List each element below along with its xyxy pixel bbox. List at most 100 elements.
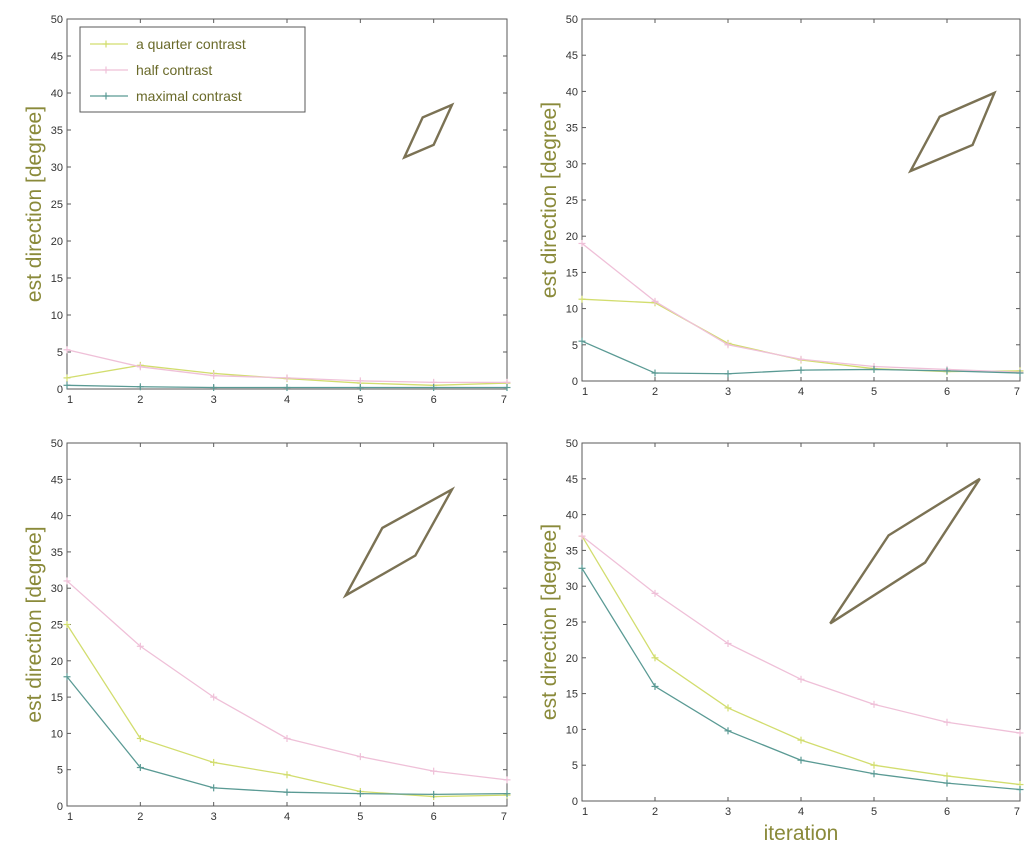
y-tick-label: 15: [566, 689, 578, 701]
x-tick-label: 7: [1014, 386, 1020, 398]
x-tick-label: 2: [652, 806, 658, 818]
data-point-maximal: [210, 784, 218, 792]
data-point-maximal: [430, 790, 438, 798]
x-tick-label: 5: [357, 811, 363, 823]
data-point-half: [356, 377, 364, 385]
data-point-maximal: [503, 790, 511, 798]
data-point-maximal: [943, 367, 951, 375]
y-tick-label: 45: [566, 50, 578, 62]
y-tick-label: 35: [566, 123, 578, 135]
data-point-maximal: [283, 788, 291, 796]
data-point-half: [210, 693, 218, 701]
x-tick-label: 4: [798, 386, 804, 398]
x-tick-label: 6: [944, 386, 950, 398]
data-point-half: [724, 341, 732, 349]
y-tick-label: 5: [57, 765, 63, 777]
data-point-maximal: [63, 673, 71, 681]
y-tick-label: 20: [566, 231, 578, 243]
y-tick-label: 25: [566, 195, 578, 207]
data-point-maximal: [210, 384, 218, 392]
x-tick-label: 3: [211, 811, 217, 823]
rhombus-stimulus-shape: [829, 477, 981, 625]
data-point-maximal: [1016, 786, 1024, 794]
data-point-maximal: [797, 756, 805, 764]
data-point-half: [356, 753, 364, 761]
x-tick-label: 1: [582, 386, 588, 398]
x-tick-label: 2: [137, 811, 143, 823]
data-point-quarter: [578, 295, 586, 303]
x-tick-label: 6: [431, 394, 437, 406]
data-point-half: [136, 642, 144, 650]
y-tick-label: 50: [51, 438, 63, 450]
data-point-maximal: [356, 790, 364, 798]
plot-area: [581, 18, 1021, 382]
data-point-maximal: [356, 384, 364, 392]
y-tick-label: 25: [566, 617, 578, 629]
y-tick-label: 30: [566, 581, 578, 593]
y-tick-label: 5: [57, 347, 63, 359]
data-point-quarter: [136, 734, 144, 742]
x-tick-label: 7: [1014, 806, 1020, 818]
y-tick-label: 45: [566, 474, 578, 486]
y-tick-label: 20: [51, 656, 63, 668]
data-point-half: [943, 718, 951, 726]
data-point-half: [503, 776, 511, 784]
data-point-maximal: [724, 370, 732, 378]
x-tick-label: 6: [431, 811, 437, 823]
y-tick-label: 0: [57, 801, 63, 813]
x-tick-label: 4: [284, 811, 290, 823]
y-tick-label: 25: [51, 620, 63, 632]
y-tick-label: 30: [51, 583, 63, 595]
y-tick-label: 0: [572, 796, 578, 808]
data-point-half: [210, 372, 218, 380]
x-tick-label: 2: [652, 386, 658, 398]
y-tick-label: 45: [51, 474, 63, 486]
data-point-quarter: [63, 374, 71, 382]
y-axis-label: est direction [degree]: [23, 106, 46, 302]
data-point-half: [870, 700, 878, 708]
data-point-quarter: [870, 761, 878, 769]
data-point-half: [651, 589, 659, 597]
y-tick-label: 10: [566, 304, 578, 316]
y-tick-label: 15: [51, 273, 63, 285]
x-tick-label: 1: [67, 394, 73, 406]
data-point-maximal: [651, 682, 659, 690]
y-tick-label: 20: [51, 236, 63, 248]
y-tick-label: 40: [566, 86, 578, 98]
y-tick-label: 0: [572, 376, 578, 388]
x-tick-label: 1: [582, 806, 588, 818]
plot-area: [581, 442, 1021, 802]
data-point-maximal: [136, 764, 144, 772]
y-tick-label: 5: [572, 340, 578, 352]
data-point-quarter: [63, 621, 71, 628]
x-tick-label: 6: [944, 806, 950, 818]
x-tick-label: 4: [284, 394, 290, 406]
y-axis-label: est direction [degree]: [23, 526, 46, 722]
y-tick-label: 15: [566, 267, 578, 279]
legend-label-maximal: maximal contrast: [136, 88, 242, 104]
y-tick-label: 5: [572, 760, 578, 772]
x-tick-label: 7: [501, 811, 507, 823]
x-tick-label: 2: [137, 394, 143, 406]
data-point-maximal: [870, 365, 878, 373]
y-tick-label: 45: [51, 51, 63, 63]
data-point-half: [578, 532, 586, 540]
data-point-quarter: [797, 736, 805, 744]
y-axis-label: est direction [degree]: [538, 524, 561, 720]
data-point-half: [430, 767, 438, 775]
x-tick-label: 5: [871, 806, 877, 818]
y-tick-label: 10: [51, 310, 63, 322]
x-axis-label: iteration: [764, 822, 839, 845]
data-point-quarter: [283, 771, 291, 779]
y-tick-label: 40: [51, 88, 63, 100]
data-point-half: [283, 734, 291, 742]
x-tick-label: 1: [67, 811, 73, 823]
y-tick-label: 40: [566, 510, 578, 522]
data-point-maximal: [797, 366, 805, 374]
y-tick-label: 15: [51, 692, 63, 704]
data-point-half: [283, 374, 291, 382]
y-tick-label: 40: [51, 511, 63, 523]
y-tick-label: 10: [51, 728, 63, 740]
